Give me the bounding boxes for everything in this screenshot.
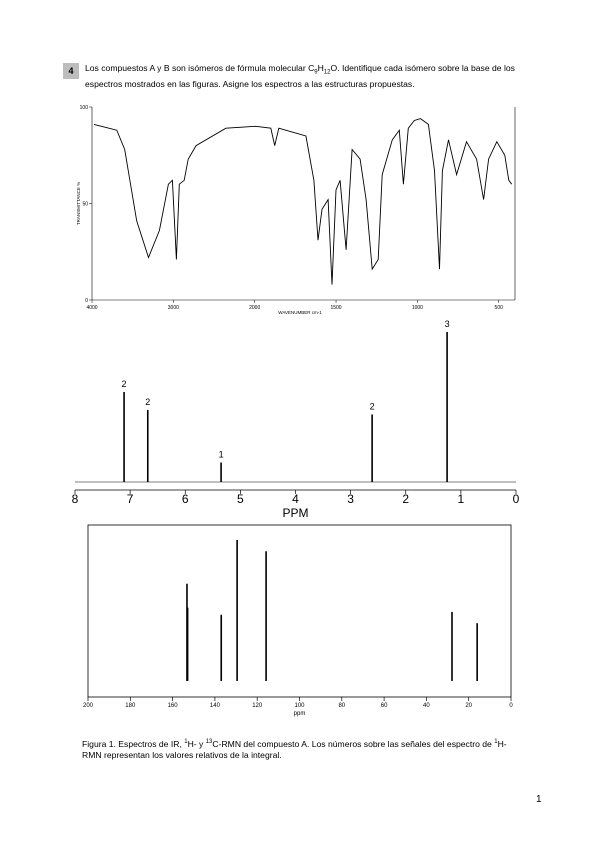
x-tick-label: 20 xyxy=(465,703,472,709)
text: O. Identifique cada isómero sobre la bas… xyxy=(85,63,515,89)
y-tick-label: 0 xyxy=(85,298,88,304)
y-tick-label: 100 xyxy=(80,105,89,111)
text: Los compuestos A y B son isómeros de fór… xyxy=(85,63,315,73)
text: H-RMN representan los valores relativos … xyxy=(82,738,507,760)
y-axis-label: TRANSMITTANCE % xyxy=(76,182,81,225)
integral-label: 3 xyxy=(445,319,450,329)
text: Figura 1. Espectros de IR, xyxy=(82,738,185,749)
text: H- y xyxy=(187,738,206,749)
x-tick-label: 6 xyxy=(182,492,189,506)
integral-label: 2 xyxy=(122,379,127,389)
frame xyxy=(87,524,512,698)
x-tick-label: 1500 xyxy=(330,305,341,311)
x-tick-label: 0 xyxy=(513,492,520,506)
x-tick-label: 8 xyxy=(72,492,79,506)
text: C-RMN del compuesto A. Los números sobre… xyxy=(212,738,495,749)
text: H xyxy=(317,63,324,73)
x-tick-label: 0 xyxy=(509,703,513,709)
integral-label: 2 xyxy=(145,397,150,407)
x-tick-label: 140 xyxy=(210,703,221,709)
x-tick-label: 5 xyxy=(237,492,244,506)
x-tick-label: 80 xyxy=(338,703,345,709)
x-tick-label: 180 xyxy=(125,703,136,709)
figure-caption: Figura 1. Espectros de IR, 1H- y 13C-RMN… xyxy=(82,737,524,761)
x-tick-label: 120 xyxy=(252,703,263,709)
problem-text: Los compuestos A y B son isómeros de fór… xyxy=(85,63,525,90)
x-tick-label: 4 xyxy=(292,492,299,506)
x-tick-label: 3000 xyxy=(168,305,179,311)
y-tick-label: 50 xyxy=(82,202,88,208)
x-tick-label: 200 xyxy=(83,703,94,709)
x-tick-label: 1 xyxy=(458,492,465,506)
problem-number: 4 xyxy=(63,63,79,79)
page-number: 1 xyxy=(536,794,542,805)
subscript: 12 xyxy=(323,69,331,76)
x-tick-label: 160 xyxy=(168,703,179,709)
x-axis-label: WAVENUMBER cm-1 xyxy=(278,310,322,315)
x-tick-label: 2000 xyxy=(249,305,260,311)
superscript: 1 xyxy=(184,739,188,745)
x-tick-label: 40 xyxy=(423,703,430,709)
x-tick-label: 7 xyxy=(127,492,134,506)
x-axis-label: PPM xyxy=(282,506,308,520)
x-tick-label: 60 xyxy=(381,703,388,709)
superscript: 1 xyxy=(494,739,498,745)
ir-curve xyxy=(93,118,513,285)
x-tick-label: 100 xyxy=(294,703,305,709)
x-tick-label: 1000 xyxy=(412,305,423,311)
superscript: 13 xyxy=(205,739,213,745)
x-tick-label: 3 xyxy=(347,492,354,506)
subscript: 9 xyxy=(314,69,318,76)
x-tick-label: 2 xyxy=(402,492,409,506)
x-tick-label: 500 xyxy=(495,305,504,311)
x-tick-label: 4000 xyxy=(86,305,97,311)
x-axis-label: ppm xyxy=(294,711,306,717)
integral-label: 2 xyxy=(370,402,375,412)
integral-label: 1 xyxy=(219,450,224,460)
